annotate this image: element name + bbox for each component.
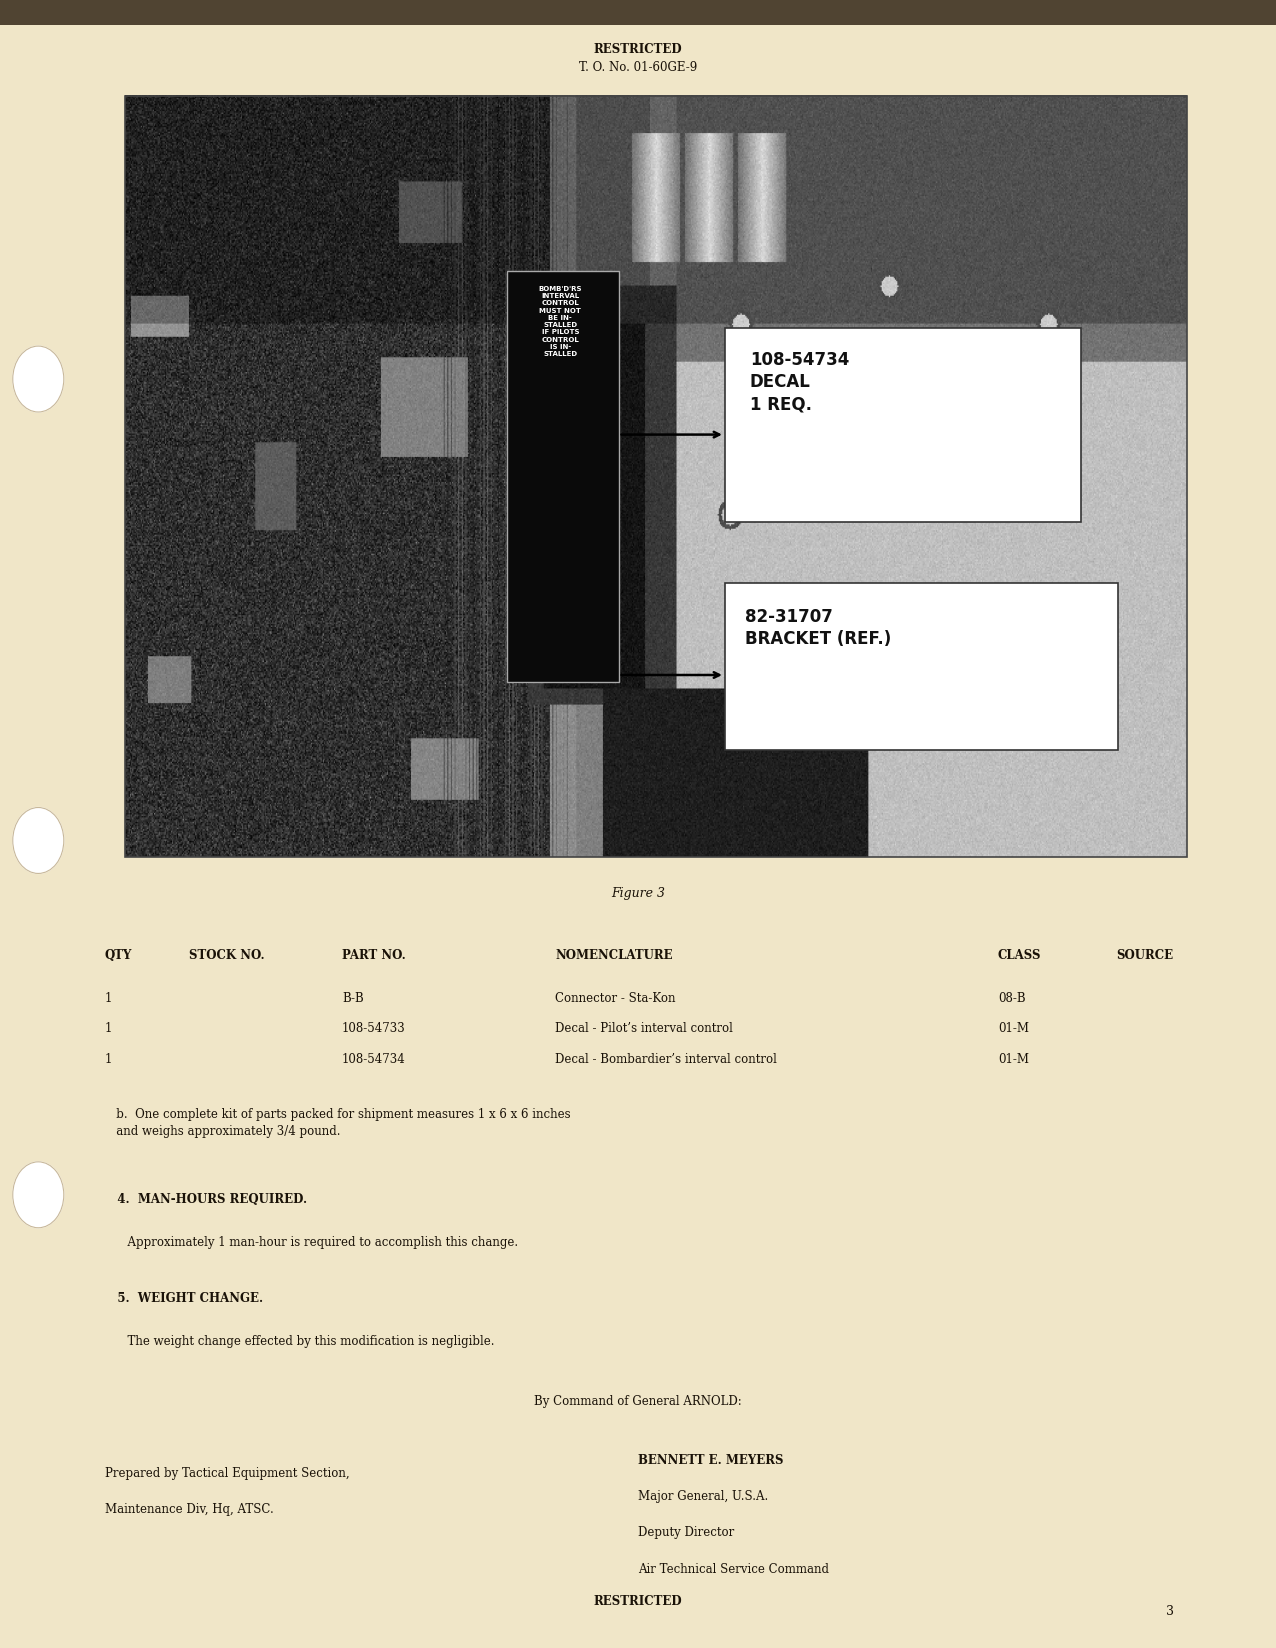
Text: BENNETT E. MEYERS: BENNETT E. MEYERS (638, 1454, 783, 1467)
Bar (725, 328, 1081, 522)
Text: QTY: QTY (105, 949, 131, 962)
Text: Air Technical Service Command: Air Technical Service Command (638, 1562, 829, 1575)
Bar (0, 0, 1276, 25)
Text: PART NO.: PART NO. (342, 949, 406, 962)
Text: Approximately 1 man-hour is required to accomplish this change.: Approximately 1 man-hour is required to … (105, 1236, 518, 1249)
Text: 108-54733: 108-54733 (342, 1022, 406, 1035)
Bar (125, 96, 1187, 857)
Text: Connector - Sta-Kon: Connector - Sta-Kon (555, 992, 675, 1005)
Text: 108-54734
DECAL
1 REQ.: 108-54734 DECAL 1 REQ. (750, 351, 849, 414)
Text: B-B: B-B (342, 992, 364, 1005)
Text: CLASS: CLASS (998, 949, 1041, 962)
Text: 108-54734: 108-54734 (342, 1053, 406, 1066)
Text: 82-31707
BRACKET (REF.): 82-31707 BRACKET (REF.) (744, 608, 891, 648)
Bar (508, 270, 619, 682)
Text: Prepared by Tactical Equipment Section,: Prepared by Tactical Equipment Section, (105, 1467, 350, 1480)
Text: RESTRICTED: RESTRICTED (593, 1595, 683, 1608)
Text: Major General, U.S.A.: Major General, U.S.A. (638, 1490, 768, 1503)
Text: 01-M: 01-M (998, 1022, 1028, 1035)
Circle shape (13, 346, 64, 412)
Text: Figure 3: Figure 3 (611, 887, 665, 900)
Text: 1: 1 (105, 1022, 112, 1035)
Text: NOMENCLATURE: NOMENCLATURE (555, 949, 672, 962)
Text: 5.  WEIGHT CHANGE.: 5. WEIGHT CHANGE. (105, 1292, 263, 1305)
Text: Decal - Pilot’s interval control: Decal - Pilot’s interval control (555, 1022, 732, 1035)
Text: SOURCE: SOURCE (1116, 949, 1174, 962)
Text: b.  One complete kit of parts packed for shipment measures 1 x 6 x 6 inches
   a: b. One complete kit of parts packed for … (105, 1107, 570, 1137)
Text: 1: 1 (105, 992, 112, 1005)
Text: 01-M: 01-M (998, 1053, 1028, 1066)
Text: Maintenance Div, Hq, ATSC.: Maintenance Div, Hq, ATSC. (105, 1503, 273, 1516)
Bar (725, 583, 1118, 750)
Text: 08-B: 08-B (998, 992, 1026, 1005)
Text: STOCK NO.: STOCK NO. (189, 949, 264, 962)
Text: RESTRICTED: RESTRICTED (593, 43, 683, 56)
Circle shape (13, 1162, 64, 1228)
Text: Decal - Bombardier’s interval control: Decal - Bombardier’s interval control (555, 1053, 777, 1066)
Text: BOMB'D'RS
INTERVAL
CONTROL
MUST NOT
BE IN-
STALLED
IF PILOTS
CONTROL
IS IN-
STAL: BOMB'D'RS INTERVAL CONTROL MUST NOT BE I… (538, 287, 582, 358)
Text: Deputy Director: Deputy Director (638, 1526, 734, 1539)
Text: 3: 3 (1166, 1605, 1174, 1618)
Text: 4.  MAN-HOURS REQUIRED.: 4. MAN-HOURS REQUIRED. (105, 1193, 306, 1206)
Text: 1: 1 (105, 1053, 112, 1066)
Circle shape (13, 808, 64, 873)
Text: By Command of General ARNOLD:: By Command of General ARNOLD: (535, 1394, 741, 1407)
Text: T. O. No. 01-60GE-9: T. O. No. 01-60GE-9 (579, 61, 697, 74)
Text: The weight change effected by this modification is negligible.: The weight change effected by this modif… (105, 1335, 494, 1348)
